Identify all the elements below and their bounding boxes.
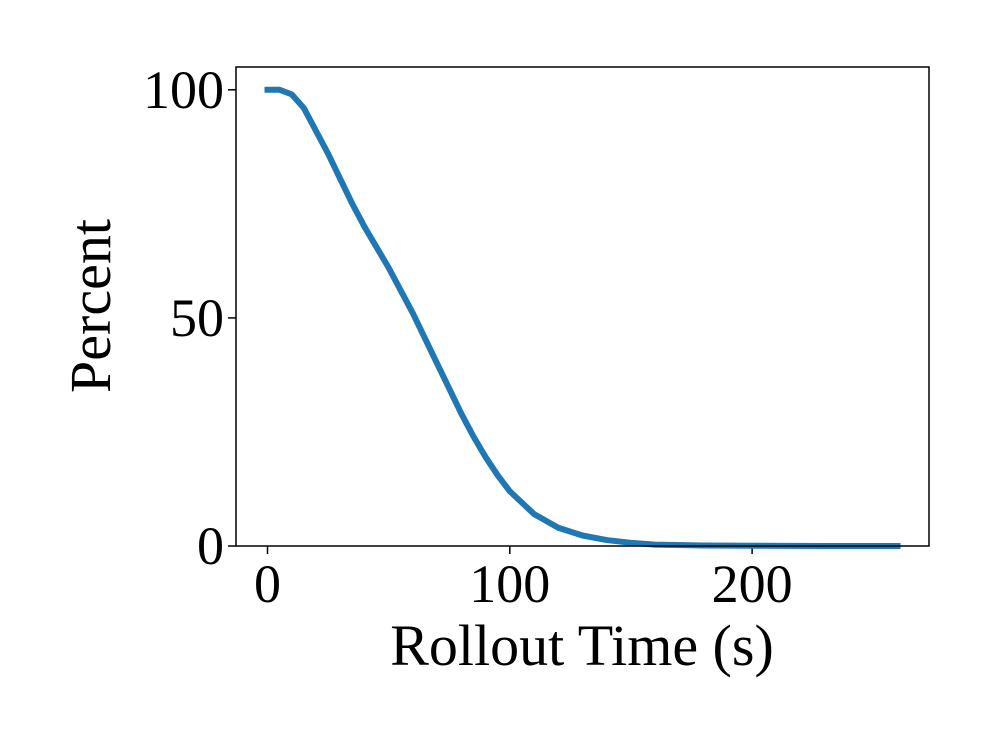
y-tick-label: 100 bbox=[143, 60, 224, 120]
plot-frame bbox=[235, 66, 930, 547]
x-tick-label: 100 bbox=[469, 554, 550, 614]
x-tick-label: 200 bbox=[712, 554, 793, 614]
y-axis-label: Percent bbox=[58, 219, 123, 393]
data-line bbox=[264, 86, 901, 549]
x-tick-label: 0 bbox=[254, 554, 281, 614]
x-axis-label: Rollout Time (s) bbox=[390, 613, 774, 678]
y-tick-label: 0 bbox=[197, 516, 224, 576]
y-tick-label: 50 bbox=[170, 288, 224, 348]
